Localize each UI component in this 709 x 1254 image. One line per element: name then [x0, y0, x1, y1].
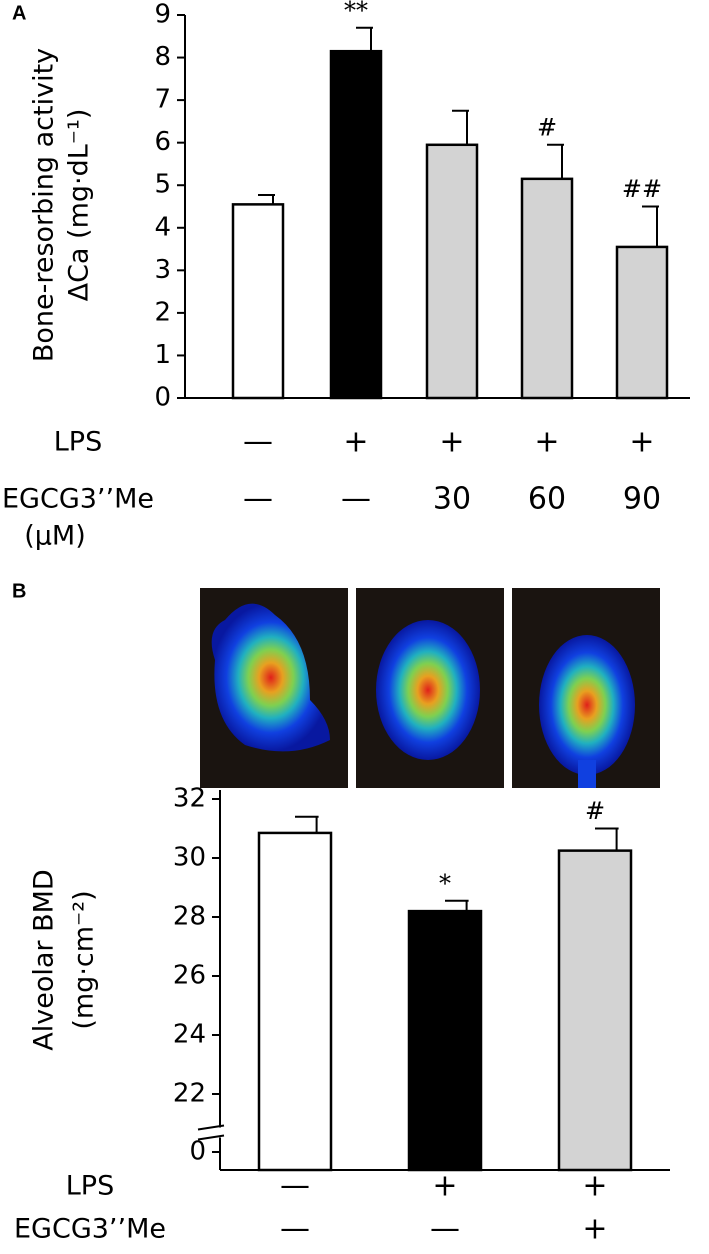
condition-name: EGCG3’’Me: [14, 1214, 166, 1245]
axis-break: [197, 1134, 225, 1141]
y-tick-label: 8: [154, 42, 171, 72]
condition-value: —: [243, 482, 273, 517]
significance-label: #: [585, 797, 605, 825]
significance-label: ##: [622, 175, 662, 203]
bar: [425, 143, 479, 400]
scan-images: [200, 588, 660, 788]
y-tick-label: 3: [154, 255, 171, 285]
condition-value: +: [582, 1212, 607, 1247]
condition-value: 90: [623, 482, 661, 517]
bar: [231, 203, 285, 400]
significance-label: *: [439, 869, 451, 897]
y-axis-label: (mg·cm⁻²): [69, 890, 100, 1029]
bar: [520, 177, 574, 400]
bar: [407, 909, 483, 1172]
y-tick-label: 2: [154, 297, 171, 327]
y-tick-label: 9: [154, 0, 171, 30]
condition-value: —: [280, 1169, 310, 1204]
bar: [615, 245, 669, 400]
y-tick-label: 32: [173, 784, 206, 814]
condition-value: +: [343, 425, 368, 460]
condition-name: EGCG3’’Me: [2, 484, 154, 515]
condition-value: +: [534, 425, 559, 460]
y-tick-label: 26: [173, 961, 206, 991]
y-axis-label: ΔCa (mg·dL⁻¹): [64, 109, 95, 302]
condition-value: —: [341, 482, 371, 517]
y-tick-label: 30: [173, 843, 206, 873]
condition-value: —: [430, 1212, 460, 1247]
y-tick-label: 28: [173, 902, 206, 932]
condition-value: 60: [528, 482, 566, 517]
bar: [257, 831, 333, 1172]
scan-blob: [376, 620, 480, 760]
scan-blob: [211, 603, 330, 752]
condition-value: +: [629, 425, 654, 460]
significance-label: #: [537, 113, 557, 141]
condition-value: +: [582, 1169, 607, 1204]
y-axis-label: Alveolar BMD: [29, 869, 60, 1050]
y-axis-label: Bone-resorbing activity: [29, 48, 60, 362]
condition-name: LPS: [66, 1171, 114, 1202]
y-tick-label: 5: [154, 170, 171, 200]
y-tick-label: 6: [154, 127, 171, 157]
y-tick-label: 4: [154, 212, 171, 242]
significance-label: **: [344, 0, 368, 24]
axis-break: [197, 1124, 225, 1131]
scan-blob: [578, 760, 596, 788]
bar: [557, 849, 633, 1172]
panel-label: A: [12, 2, 26, 24]
y-tick-label: 7: [154, 85, 171, 115]
y-tick-label: 0: [154, 383, 171, 413]
condition-value: +: [439, 425, 464, 460]
scan-blob: [539, 635, 635, 775]
bar: [329, 49, 383, 400]
y-tick-label: 24: [173, 1020, 206, 1050]
condition-unit: (μM): [24, 521, 86, 552]
y-tick-label: 22: [173, 1079, 206, 1109]
condition-value: +: [432, 1169, 457, 1204]
condition-name: LPS: [54, 427, 102, 458]
y-tick-label: 0: [189, 1137, 206, 1167]
condition-value: —: [243, 425, 273, 460]
condition-value: —: [280, 1212, 310, 1247]
condition-value: 30: [433, 482, 471, 517]
y-tick-label: 1: [154, 340, 171, 370]
panel-label: B: [12, 580, 26, 602]
